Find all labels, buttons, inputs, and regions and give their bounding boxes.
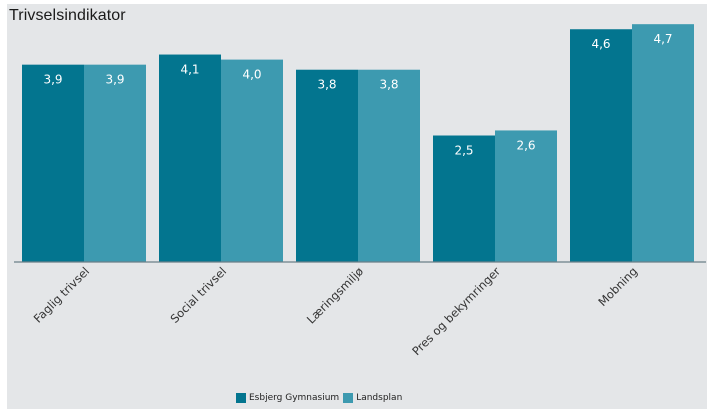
bar-landsplan-4[interactable] [632,24,694,263]
data-label-esbjerg-4: 4,6 [591,37,610,51]
bar-landsplan-1[interactable] [221,59,283,262]
bar-esbjerg-2[interactable] [296,69,358,262]
x-tick-label-0: Faglig trivsel [31,264,92,325]
legend: Esbjerg Gymnasium Landsplan [236,393,402,403]
data-label-esbjerg-2: 3,8 [317,78,336,92]
legend-item-landsplan[interactable]: Landsplan [343,393,402,403]
bar-esbjerg-4[interactable] [570,29,632,262]
bar-esbjerg-0[interactable] [22,64,84,262]
x-tick-label-4: Mobning [595,264,640,309]
bar-landsplan-0[interactable] [84,64,146,262]
data-label-landsplan-4: 4,7 [653,32,672,46]
legend-swatch-esbjerg [236,393,246,403]
bar-esbjerg-3[interactable] [433,135,495,263]
data-label-esbjerg-3: 2,5 [454,144,473,158]
x-tick-label-2: Læringsmiljø [304,264,366,326]
data-label-landsplan-2: 3,8 [379,78,398,92]
x-tick-label-1: Social trivsel [167,264,229,326]
bar-landsplan-2[interactable] [358,69,420,262]
legend-label-landsplan: Landsplan [356,393,403,403]
legend-swatch-landsplan [343,393,354,403]
bar-esbjerg-1[interactable] [159,54,221,262]
data-label-esbjerg-1: 4,1 [180,63,199,77]
bar-landsplan-3[interactable] [495,130,557,262]
data-label-landsplan-1: 4,0 [242,68,261,82]
data-label-landsplan-0: 3,9 [105,73,124,87]
x-tick-label-3: Pres og bekymringer [409,264,503,358]
legend-item-esbjerg[interactable]: Esbjerg Gymnasium [236,393,339,403]
chart-title: Trivselsindikator [9,7,126,24]
data-label-esbjerg-0: 3,9 [43,73,62,87]
data-label-landsplan-3: 2,6 [516,138,535,152]
legend-label-esbjerg: Esbjerg Gymnasium [249,393,340,403]
